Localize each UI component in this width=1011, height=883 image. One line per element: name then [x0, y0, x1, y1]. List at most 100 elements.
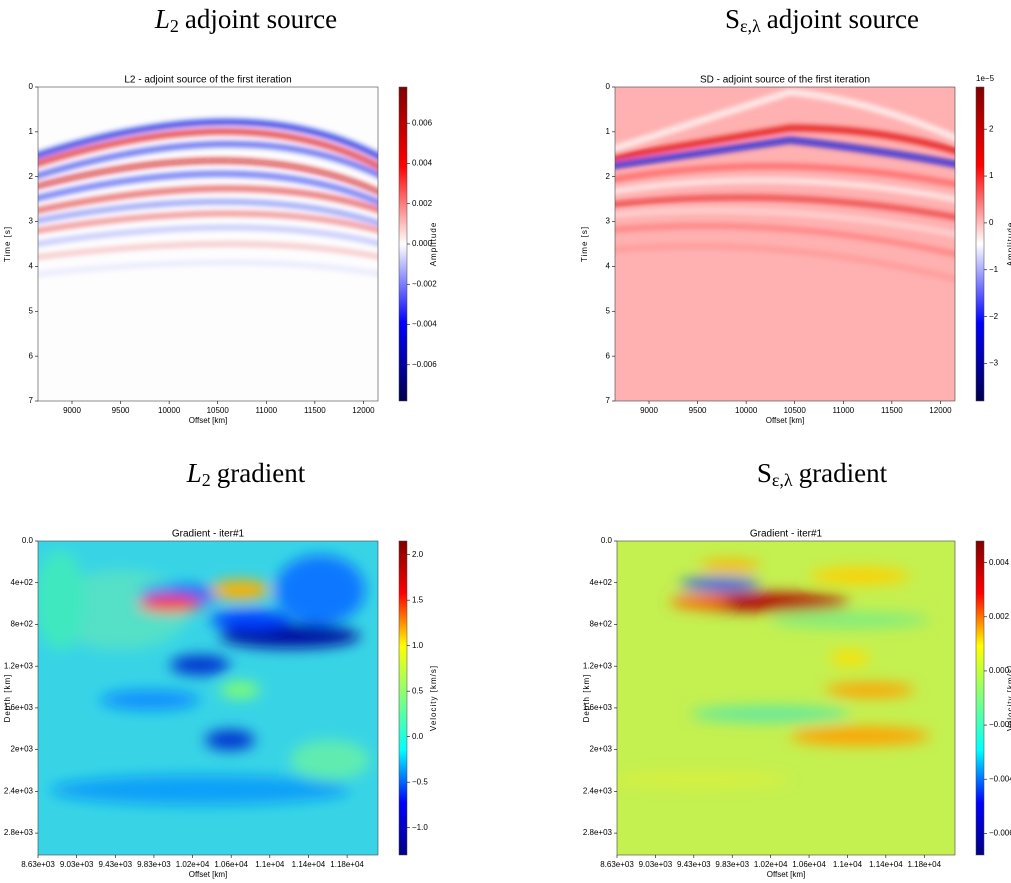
colorbar-tick-label: 0.000 [989, 666, 1010, 675]
y-tick-label: 7 [29, 396, 34, 405]
colorbar [398, 86, 408, 402]
x-axis-label: Offset [km] [189, 870, 228, 879]
y-tick-label: 0 [29, 82, 34, 91]
y-tick-label: 3 [606, 217, 611, 226]
heatmap-image [617, 541, 955, 855]
heading-symbol: S [725, 4, 740, 34]
x-tick-label: 9000 [640, 406, 658, 415]
colorbar [975, 86, 985, 402]
y-tick-label: 4 [606, 262, 611, 271]
x-tick-label: 12000 [352, 406, 375, 415]
colorbar-tick-label: −0.006 [412, 360, 437, 369]
heading-symbol: L [154, 4, 170, 34]
x-tick-label: 11500 [881, 406, 903, 415]
heatmap-image [615, 87, 955, 401]
y-tick-label: 3 [29, 217, 34, 226]
chart-title: Gradient - iter#1 [172, 529, 245, 540]
colorbar-tick-label: 0 [989, 218, 994, 227]
colorbar-label: Amplitude [1006, 222, 1011, 267]
y-tick-label: 2.8e+03 [4, 828, 34, 837]
x-tick-label: 9.43e+03 [677, 860, 711, 869]
x-tick-label: 9000 [63, 406, 81, 415]
y-tick-label: 7 [606, 396, 611, 405]
colorbar-tick-label: −3 [989, 359, 999, 368]
chart-title: Gradient - iter#1 [750, 529, 823, 540]
y-tick-label: 2.4e+03 [4, 786, 34, 795]
y-tick-label: 6 [29, 351, 34, 360]
y-tick-label: 1.6e+03 [4, 703, 34, 712]
colorbar-tick-label: 2.0 [412, 550, 424, 559]
colorbar-tick-label: 0.006 [412, 118, 433, 127]
x-tick-label: 9.43e+03 [98, 860, 132, 869]
x-tick-label: 1.02e+04 [176, 860, 210, 869]
x-tick-label: 8.63e+03 [21, 860, 55, 869]
y-tick-label: 2.8e+03 [583, 828, 613, 837]
x-tick-label: 8.63e+03 [600, 860, 634, 869]
heading-subscript: 2 [170, 16, 179, 36]
colorbar-tick-label: 0.004 [412, 159, 433, 168]
x-axis-label: Offset [km] [766, 416, 805, 425]
y-tick-label: 4 [29, 262, 34, 271]
heading-subscript: ε,λ [772, 470, 793, 490]
x-tick-label: 11500 [304, 406, 326, 415]
y-tick-label: 2.4e+03 [583, 786, 613, 795]
colorbar-label: Velocity [km/s] [429, 665, 438, 731]
colorbar-tick-label: −0.006 [989, 828, 1011, 837]
y-axis-label: Time [s] [580, 226, 589, 262]
colorbar-label: Velocity [km/s] [1006, 665, 1011, 731]
heatmap-image [38, 541, 378, 855]
panel-heading: L2 gradient [186, 458, 306, 490]
colorbar-tick-label: 1 [989, 171, 994, 180]
colorbar-tick-label: 0.002 [412, 199, 433, 208]
x-tick-label: 9500 [112, 406, 130, 415]
x-tick-label: 9.03e+03 [639, 860, 673, 869]
y-axis-label: Depth [km] [3, 674, 12, 723]
x-axis-label: Offset [km] [767, 870, 806, 879]
plot-frame [616, 540, 956, 856]
panel-heading: Sε,λ gradient [757, 458, 888, 490]
y-tick-label: 1 [29, 127, 34, 136]
x-tick-label: 10000 [158, 406, 181, 415]
heading-subscript: 2 [202, 470, 211, 490]
y-tick-label: 5 [606, 306, 611, 315]
colorbar-tick-label: −0.002 [989, 720, 1011, 729]
x-tick-label: 11000 [832, 406, 854, 415]
x-tick-label: 10500 [784, 406, 807, 415]
x-tick-label: 9.83e+03 [137, 860, 171, 869]
heatmap-image [38, 87, 378, 401]
x-tick-label: 1.06e+04 [214, 860, 248, 869]
colorbar-tick-label: 0.0 [412, 732, 424, 741]
colorbar-tick-label: 0.004 [989, 558, 1010, 567]
x-tick-label: 1.18e+04 [330, 860, 364, 869]
colorbar-tick-label: 0.000 [412, 239, 433, 248]
colorbar-offset: 1e−5 [976, 74, 995, 83]
y-tick-label: 8e+02 [11, 620, 34, 629]
y-tick-label: 2 [606, 172, 611, 181]
x-tick-label: 1.02e+04 [754, 860, 788, 869]
colorbar-tick-label: −0.5 [412, 777, 428, 786]
y-tick-label: 5 [29, 306, 34, 315]
x-tick-label: 1.14e+04 [869, 860, 903, 869]
y-tick-label: 1.6e+03 [583, 703, 613, 712]
colorbar-label: Amplitude [429, 222, 438, 267]
chart-title: L2 - adjoint source of the first iterati… [124, 75, 291, 86]
plot-frame [37, 86, 379, 402]
x-tick-label: 10000 [735, 406, 758, 415]
y-axis-label: Time [s] [3, 226, 12, 262]
colorbar-tick-label: 0.002 [989, 612, 1010, 621]
y-tick-label: 2e+03 [590, 745, 613, 754]
colorbar [398, 540, 408, 856]
colorbar-tick-label: −0.004 [412, 320, 437, 329]
y-tick-label: 0.0 [22, 536, 34, 545]
x-tick-label: 11000 [255, 406, 277, 415]
y-tick-label: 8e+02 [590, 620, 613, 629]
y-tick-label: 4e+02 [11, 578, 34, 587]
heading-symbol: S [757, 458, 772, 488]
plot-frame [614, 86, 956, 402]
y-tick-label: 0 [606, 82, 611, 91]
heading-subscript: ε,λ [740, 16, 761, 36]
heading-symbol: L [186, 458, 202, 488]
plot-frame [37, 540, 379, 856]
colorbar-tick-label: 1.0 [412, 641, 424, 650]
